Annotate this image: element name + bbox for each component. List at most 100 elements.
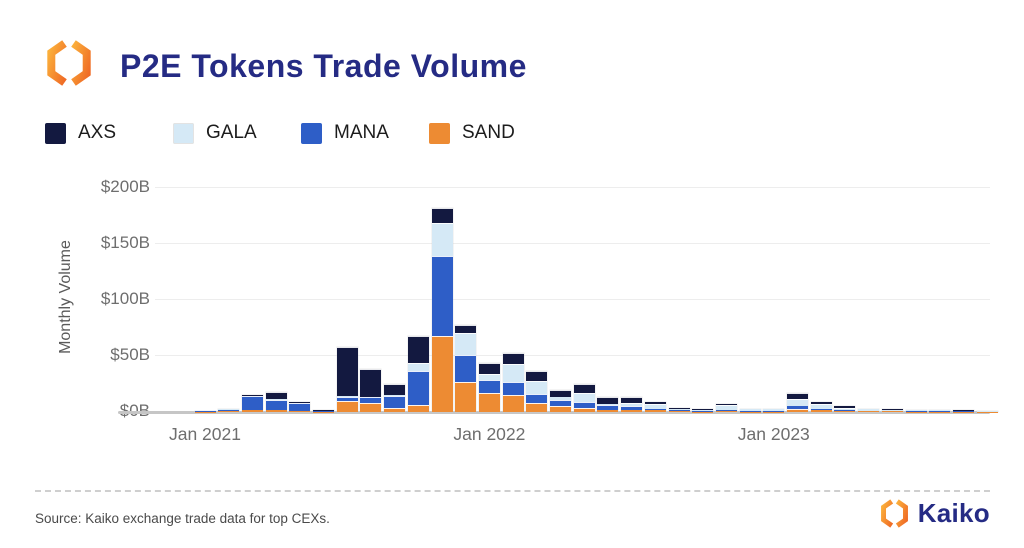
segment-sand [384, 408, 406, 412]
bar-jul-2022 [621, 397, 643, 412]
bar-apr-2023 [834, 406, 856, 412]
gridline-50b [155, 355, 990, 356]
segment-sand [455, 381, 477, 412]
segment-mana [810, 408, 832, 410]
segment-sand [360, 403, 382, 412]
legend-item-sand: SAND [429, 122, 557, 144]
segment-axs [502, 352, 524, 364]
segment-gala [739, 409, 761, 411]
segment-gala [455, 332, 477, 355]
segment-sand [834, 411, 856, 412]
y-tick-label: $100B [100, 289, 150, 308]
segment-gala [668, 408, 690, 411]
segment-mana [384, 395, 406, 409]
legend-swatch-sand [429, 122, 450, 144]
legend-swatch-mana [301, 122, 322, 144]
segment-mana [644, 408, 666, 411]
bar-sep-2021 [384, 384, 406, 412]
legend-label: GALA [206, 122, 257, 143]
segment-mana [858, 410, 880, 412]
bar-jan-2022 [478, 362, 500, 412]
segment-mana [289, 403, 311, 411]
brand-name: Kaiko [917, 498, 990, 528]
segment-gala [265, 399, 287, 400]
bar-oct-2023 [976, 410, 998, 412]
segment-mana [455, 354, 477, 382]
segment-gala [407, 362, 429, 371]
bar-oct-2021 [407, 335, 429, 412]
bar-mar-2021 [241, 395, 263, 412]
segment-mana [692, 410, 714, 412]
segment-axs [265, 392, 287, 400]
gridline-150b [155, 243, 990, 244]
segment-gala [905, 410, 927, 412]
legend: AXS GALA MANA SAND [45, 122, 557, 144]
segment-axs [336, 347, 358, 397]
segment-sand [715, 410, 737, 412]
bar-nov-2022 [715, 404, 737, 412]
gridline-100b [155, 299, 990, 300]
brand-mark: Kaiko [879, 498, 990, 529]
segment-gala [929, 410, 951, 412]
segment-sand [550, 406, 571, 412]
y-tick-label: $150B [100, 233, 150, 252]
x-tick-label: Jan 2021 [168, 424, 241, 444]
segment-sand [241, 409, 263, 412]
segment-sand [407, 405, 429, 412]
bar-jun-2023 [881, 409, 903, 412]
bar-jul-2021 [336, 347, 358, 412]
segment-mana [763, 411, 785, 412]
bar-sep-2023 [952, 410, 974, 412]
bar-aug-2021 [360, 368, 382, 412]
legend-label: MANA [334, 122, 389, 143]
segment-gala [834, 407, 856, 411]
segment-gala [952, 410, 974, 412]
segment-axs [526, 370, 548, 381]
segment-mana [241, 396, 263, 410]
segment-mana [573, 401, 595, 408]
segment-axs [668, 407, 690, 409]
bar-apr-2022 [550, 389, 571, 412]
segment-sand [502, 395, 524, 412]
segment-gala [573, 392, 595, 402]
segment-sand [218, 410, 240, 412]
bar-may-2021 [289, 401, 311, 412]
segment-axs [550, 389, 571, 398]
bar-dec-2021 [455, 324, 477, 412]
segment-gala [858, 409, 880, 411]
segment-sand [573, 407, 595, 412]
y-tick-label: $50B [110, 345, 150, 364]
segment-sand [668, 411, 690, 412]
bar-jan-2021 [194, 411, 216, 412]
x-tick-label: Jan 2022 [453, 424, 526, 444]
segment-gala [976, 410, 998, 412]
segment-gala [289, 402, 311, 404]
segment-axs [455, 324, 477, 333]
gridline-200b [155, 187, 990, 188]
segment-mana [360, 397, 382, 404]
segment-gala [526, 380, 548, 395]
segment-sand [597, 409, 619, 412]
segment-axs [241, 395, 263, 396]
segment-axs [431, 208, 453, 223]
segment-sand [336, 400, 358, 412]
segment-gala [644, 404, 666, 409]
segment-mana [336, 396, 358, 401]
segment-axs [313, 409, 334, 411]
x-tick-label: Jan 2023 [737, 424, 810, 444]
segment-gala [478, 373, 500, 380]
segment-axs [573, 384, 595, 393]
x-axis-line [118, 411, 990, 414]
segment-mana [313, 410, 334, 412]
legend-item-axs: AXS [45, 122, 173, 144]
segment-sand [289, 410, 311, 412]
segment-axs [715, 404, 737, 406]
segment-mana [668, 410, 690, 412]
segment-mana [218, 409, 240, 411]
segment-gala [336, 396, 358, 397]
y-axis-ticks: $0B $50B $100B $150B $200B [0, 177, 150, 420]
segment-mana [787, 406, 808, 409]
segment-mana [715, 409, 737, 411]
segment-sand [787, 408, 808, 412]
segment-axs [810, 401, 832, 405]
